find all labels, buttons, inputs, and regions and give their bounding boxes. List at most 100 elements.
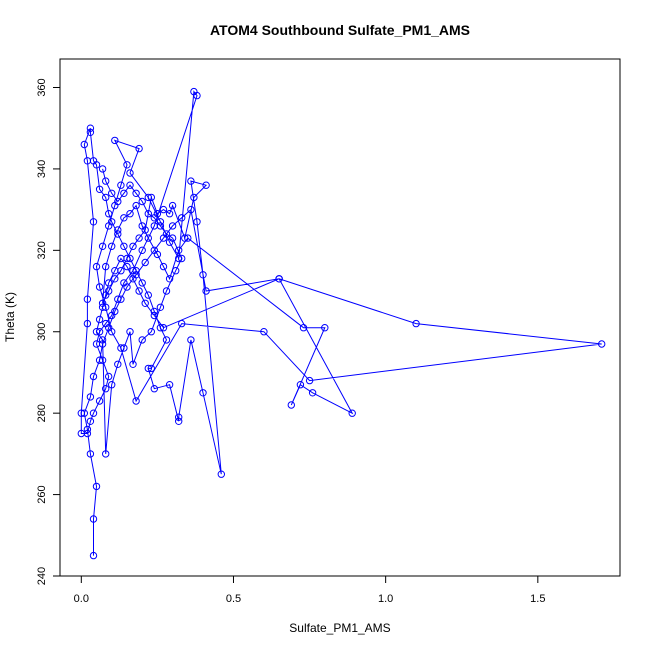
data-point [77,409,86,417]
data-point [412,319,420,328]
data-point [135,144,143,153]
data-point [168,234,177,242]
data-point [147,328,156,336]
y-tick-label: 360 [36,78,48,96]
data-point [117,344,125,352]
data-point [89,551,98,560]
data-point [165,210,174,218]
data-point [193,91,201,100]
data-point [114,295,122,303]
data-point [260,328,268,336]
data-point [120,242,128,251]
data-point [187,336,195,344]
data-point [598,340,606,348]
data-point [129,360,137,368]
data-point [156,303,165,311]
data-point [193,218,201,226]
data-point [165,275,174,283]
data-point [86,393,95,401]
x-axis: 0.0 0.5 1.0 1.5 [74,576,545,605]
data-point [95,397,104,405]
data-point [138,279,146,287]
data-point [102,193,110,202]
data-point [138,222,146,230]
y-axis-label: Theta (K) [3,292,17,342]
x-axis-label: Sulfate_PM1_AMS [289,621,390,635]
x-tick-label: 1.5 [530,593,545,605]
data-point [217,470,226,478]
y-tick-label: 280 [36,404,48,422]
data-point [108,218,116,226]
data-point [190,193,198,202]
data-point [89,515,98,523]
data-point [83,319,92,328]
data-point [117,181,125,189]
data-point [126,169,134,177]
data-point [138,336,146,344]
data-point [83,425,92,434]
data-point [202,181,210,189]
data-point [153,250,162,259]
data-point [175,254,183,263]
data-point [165,381,174,389]
y-tick-label: 320 [36,241,48,259]
y-tick-label: 260 [36,485,48,503]
data-point [156,222,165,230]
data-point [162,287,171,295]
data-point [162,336,171,344]
data-point [98,165,107,173]
data-point [129,242,137,251]
data-point [187,177,195,185]
data-point [156,324,165,332]
data-point [86,124,95,132]
data-point [92,340,101,348]
data-point [144,291,153,299]
data-point [80,409,89,417]
series-line [80,90,602,556]
x-tick-label: 0.5 [226,593,241,605]
plot-frame [59,58,621,577]
data-point [305,376,314,385]
data-point [275,275,283,283]
data-point [132,267,140,275]
data-point [178,214,186,222]
data-point [108,328,116,336]
data-point [114,360,122,368]
data-point [92,328,101,336]
y-axis: 240 260 280 300 320 340 360 [36,78,60,585]
x-tick-label: 1.0 [378,593,393,605]
data-point [178,254,186,263]
data-point [138,197,146,206]
data-point [111,136,119,145]
data-point [102,319,110,328]
data-point [144,193,153,202]
data-point [181,234,189,242]
data-point [120,214,128,222]
data-point [86,417,95,425]
data-point [114,226,122,234]
data-point [95,315,104,324]
data-point [126,328,134,336]
data-point [308,389,317,397]
data-point [162,230,171,238]
data-point [98,242,107,251]
data-point [150,214,159,222]
data-point [135,234,143,242]
data-point [92,482,101,491]
data-point [80,140,89,149]
data-point [114,230,122,238]
data-point [92,262,101,271]
data-point [123,161,131,169]
data-point [144,364,153,373]
data-point [102,262,110,271]
data-point [147,193,156,202]
data-point [102,177,110,185]
data-point [120,344,128,352]
data-point [150,311,159,320]
data-point [105,279,113,287]
data-point [138,246,146,255]
data-point [178,319,186,328]
data-point [159,262,168,271]
data-point [141,258,149,267]
